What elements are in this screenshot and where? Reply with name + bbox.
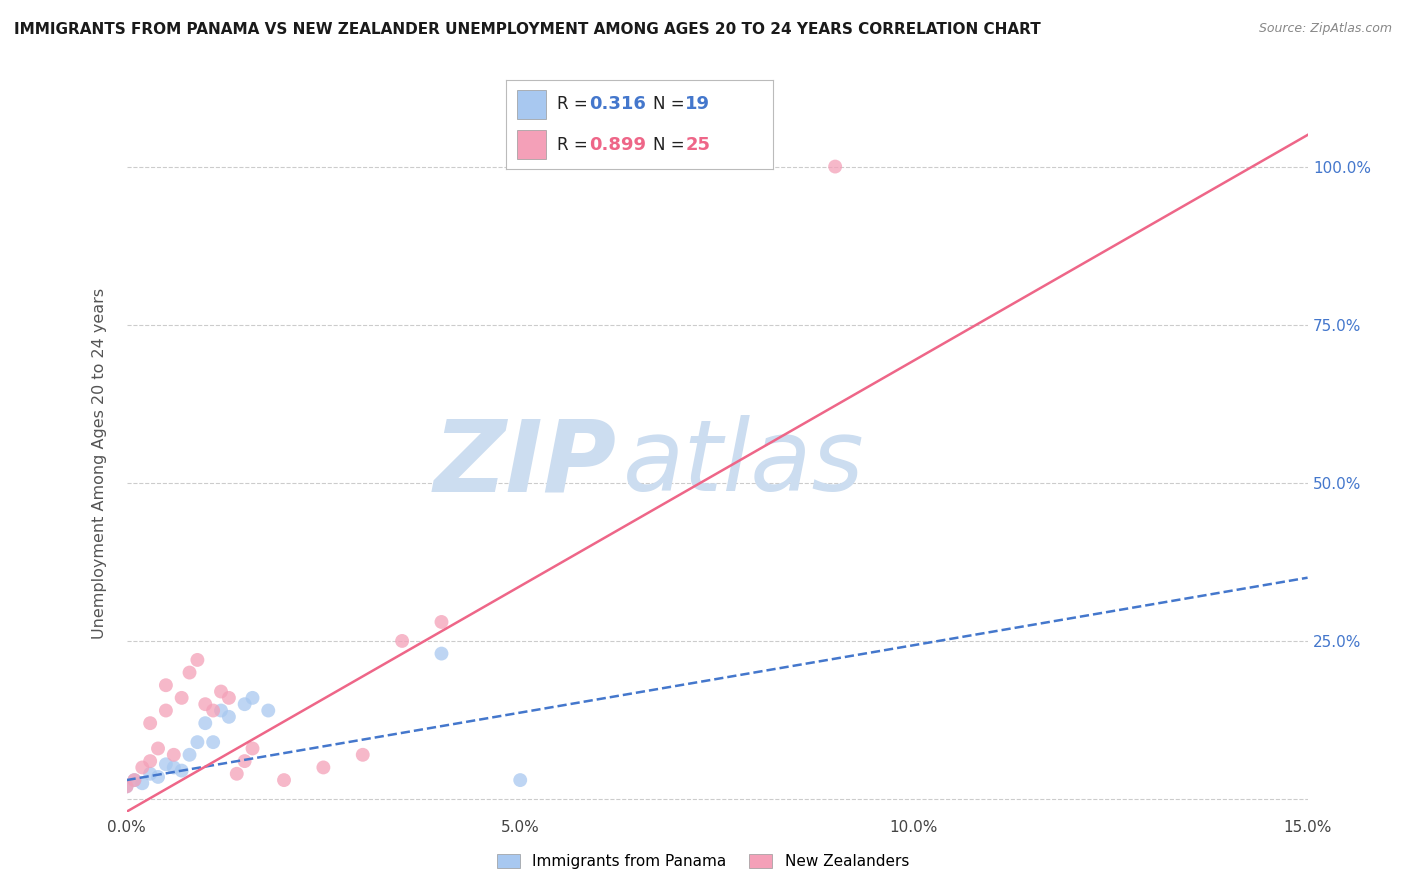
Point — [186, 653, 208, 667]
Text: N =: N = — [652, 136, 690, 153]
Text: 0.899: 0.899 — [589, 136, 645, 153]
Point — [155, 757, 177, 772]
Point — [179, 665, 201, 680]
Bar — [517, 90, 546, 119]
Point — [115, 780, 138, 794]
Point — [179, 747, 201, 762]
Text: R =: R = — [557, 95, 593, 113]
Text: atlas: atlas — [623, 416, 865, 512]
Legend: Immigrants from Panama, New Zealanders: Immigrants from Panama, New Zealanders — [491, 848, 915, 875]
Point — [163, 760, 186, 774]
Point — [146, 741, 169, 756]
Point — [139, 766, 162, 780]
Point — [233, 754, 256, 768]
Point — [139, 716, 162, 731]
Point — [225, 766, 247, 780]
Point — [163, 747, 186, 762]
Point — [170, 764, 193, 778]
Point — [218, 690, 240, 705]
Point — [139, 754, 162, 768]
Point — [242, 741, 264, 756]
Point — [194, 716, 217, 731]
Point — [124, 773, 146, 788]
Text: Source: ZipAtlas.com: Source: ZipAtlas.com — [1258, 22, 1392, 36]
Point — [391, 634, 413, 648]
Point — [124, 773, 146, 788]
Point — [430, 647, 453, 661]
Point — [170, 690, 193, 705]
Point — [186, 735, 208, 749]
Point — [218, 710, 240, 724]
Text: 0.316: 0.316 — [589, 95, 645, 113]
Point — [233, 697, 256, 711]
Point — [824, 160, 846, 174]
Point — [131, 760, 153, 774]
Y-axis label: Unemployment Among Ages 20 to 24 years: Unemployment Among Ages 20 to 24 years — [93, 288, 107, 640]
Point — [209, 704, 232, 718]
Bar — [517, 130, 546, 159]
Point — [155, 678, 177, 692]
Point — [202, 735, 225, 749]
Text: IMMIGRANTS FROM PANAMA VS NEW ZEALANDER UNEMPLOYMENT AMONG AGES 20 TO 24 YEARS C: IMMIGRANTS FROM PANAMA VS NEW ZEALANDER … — [14, 22, 1040, 37]
Point — [352, 747, 374, 762]
Point — [146, 770, 169, 784]
Point — [115, 780, 138, 794]
Point — [131, 776, 153, 790]
Point — [242, 690, 264, 705]
Point — [430, 615, 453, 629]
Text: N =: N = — [652, 95, 690, 113]
Point — [509, 773, 531, 788]
Point — [273, 773, 295, 788]
Point — [312, 760, 335, 774]
Text: 25: 25 — [685, 136, 710, 153]
Point — [155, 704, 177, 718]
Text: R =: R = — [557, 136, 593, 153]
Text: ZIP: ZIP — [433, 416, 617, 512]
Point — [257, 704, 280, 718]
Text: 19: 19 — [685, 95, 710, 113]
Point — [209, 684, 232, 698]
Point — [194, 697, 217, 711]
Point — [202, 704, 225, 718]
